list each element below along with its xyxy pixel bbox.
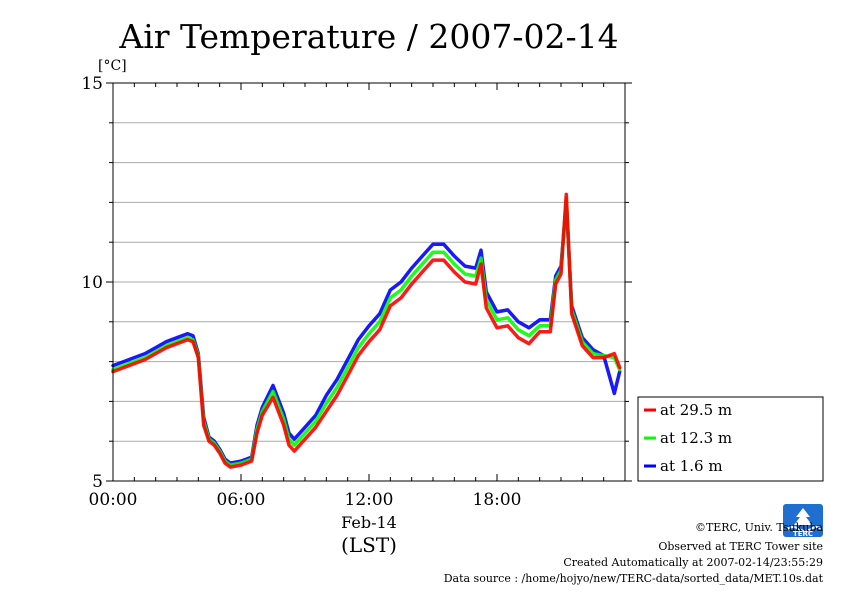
legend-label: at 12.3 m	[660, 429, 732, 447]
credit-copyright: ©TERC, Univ. Tsukuba	[695, 521, 823, 534]
credit-site: Observed at TERC Tower site	[658, 540, 823, 553]
y-tick-label: 10	[81, 273, 103, 293]
x-axis-label: (LST)	[341, 533, 397, 557]
logo-text: TERC	[793, 530, 813, 538]
credit-created: Created Automatically at 2007-02-14/23:5…	[563, 556, 823, 569]
grid-lines	[113, 122, 625, 442]
x-tick-label: 00:00	[89, 490, 138, 510]
y-tick-label: 15	[81, 74, 103, 94]
legend-box	[637, 396, 824, 482]
credit-source: Data source : /home/hojyo/new/TERC-data/…	[444, 572, 824, 585]
x-axis: 00:00 06:00 12:00 18:00	[89, 83, 626, 510]
legend-label: at 1.6 m	[660, 457, 723, 475]
legend-label: at 29.5 m	[660, 401, 732, 419]
series-line	[111, 192, 622, 469]
x-tick-label: 12:00	[345, 490, 394, 510]
legend: at 29.5 m at 12.3 m at 1.6 m	[637, 396, 824, 482]
y-axis: 5 10 15	[81, 74, 632, 492]
x-tick-label: 06:00	[217, 490, 266, 510]
logo-tree-icon	[794, 508, 812, 525]
terc-logo: TERC	[783, 504, 823, 538]
y-axis-unit: [°C]	[98, 58, 127, 74]
x-axis-date-label: Feb-14	[341, 513, 397, 532]
y-tick-label: 5	[92, 472, 103, 492]
chart-title: Air Temperature / 2007-02-14	[118, 17, 618, 56]
series-layer	[111, 192, 622, 469]
x-tick-label: 18:00	[473, 490, 522, 510]
logo-wave-icon	[786, 526, 822, 532]
